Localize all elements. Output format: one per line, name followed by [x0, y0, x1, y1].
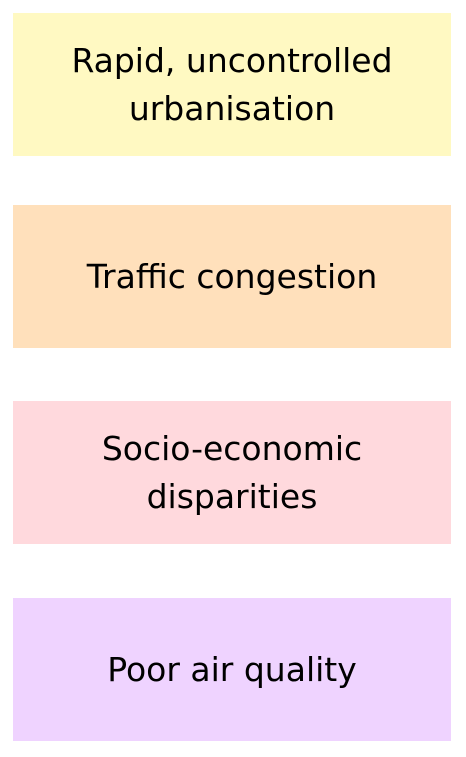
box-traffic-label: Traffic congestion [86, 256, 378, 296]
box-air-quality-label: Poor air quality [107, 649, 357, 689]
box-traffic: Traffic congestion [13, 205, 451, 348]
box-air-quality: Poor air quality [13, 598, 451, 741]
box-urbanisation-label: Rapid, uncontrolled urbanisation [71, 40, 393, 128]
box-socioeconomic: Socio-economic disparities [13, 401, 451, 544]
box-socioeconomic-label: Socio-economic disparities [101, 428, 363, 516]
box-urbanisation: Rapid, uncontrolled urbanisation [13, 13, 451, 156]
